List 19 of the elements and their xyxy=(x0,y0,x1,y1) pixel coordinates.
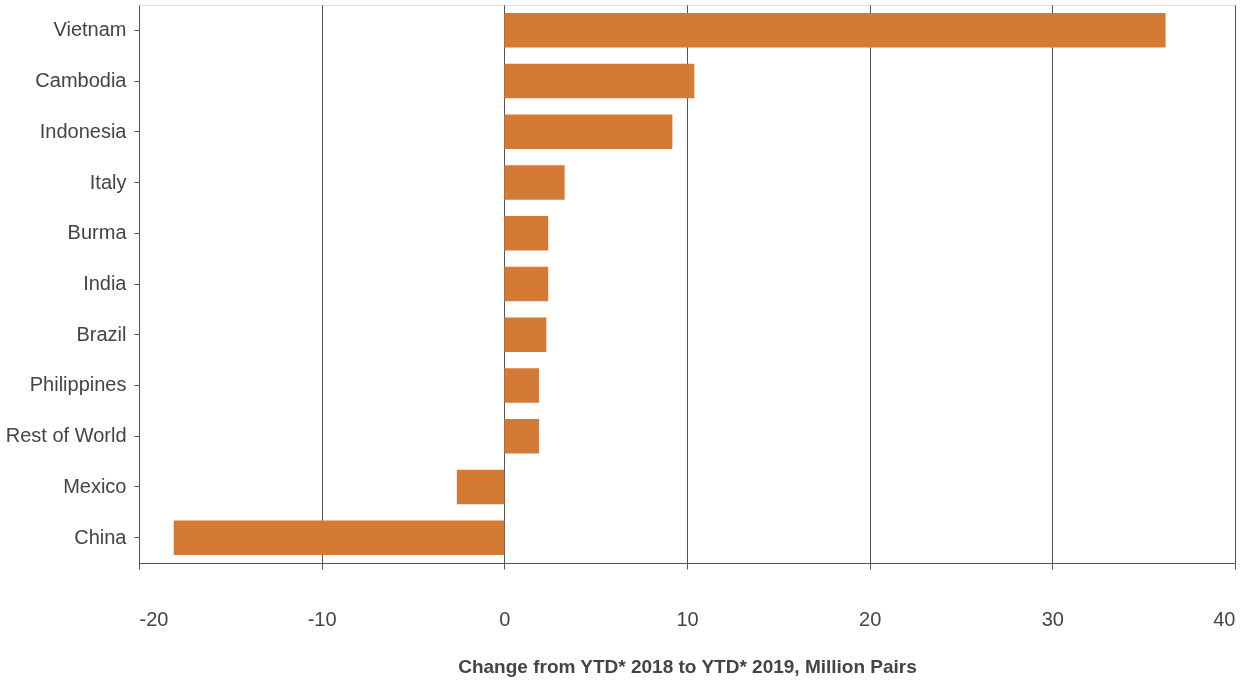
y-tick-label: Philippines xyxy=(29,373,127,396)
x-axis-title: Change from YTD* 2018 to YTD* 2019, Million Pairs xyxy=(458,655,917,677)
x-tick-label: 0 xyxy=(499,607,511,630)
y-tick-label: Brazil xyxy=(76,322,127,345)
x-tick-label: -10 xyxy=(307,607,337,630)
y-tick-label: Italy xyxy=(89,170,127,193)
x-tick-label: 20 xyxy=(859,607,882,630)
y-tick-label: Rest of World xyxy=(5,424,127,447)
y-tick-label: China xyxy=(74,525,128,548)
y-tick-label: Vietnam xyxy=(53,18,127,41)
x-tick-label: -20 xyxy=(139,607,169,630)
y-tick-label: India xyxy=(83,272,128,294)
y-tick-label: Mexico xyxy=(63,474,127,497)
x-tick-label: 30 xyxy=(1041,607,1064,630)
x-tick-label: 40 xyxy=(1213,607,1236,630)
y-tick-label: Burma xyxy=(67,221,128,244)
y-tick-label: Indonesia xyxy=(39,119,128,142)
y-tick-label: Cambodia xyxy=(35,69,128,92)
x-tick-label: 10 xyxy=(676,607,699,630)
